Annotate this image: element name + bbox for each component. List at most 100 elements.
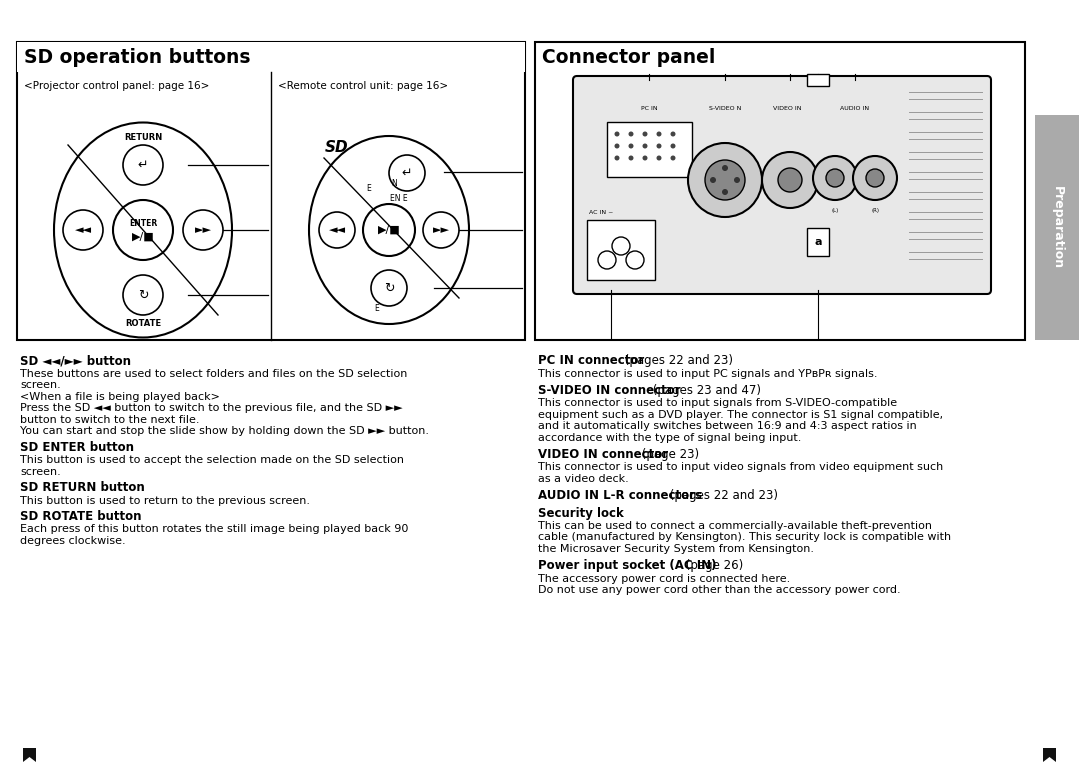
Text: Preparation: Preparation [1051,186,1064,269]
Circle shape [629,144,634,148]
Circle shape [813,156,858,200]
Bar [17,42,525,72]
Circle shape [63,210,103,250]
Text: ↻: ↻ [383,282,394,295]
Circle shape [671,155,675,161]
Text: VIDEO IN: VIDEO IN [773,106,801,110]
Text: E: E [366,184,372,193]
Text: AC IN ~: AC IN ~ [589,210,613,214]
Circle shape [363,204,415,256]
Text: You can start and stop the slide show by holding down the SD ►► button.: You can start and stop the slide show by… [21,426,429,436]
Circle shape [853,156,897,200]
Polygon shape [23,748,36,762]
Circle shape [671,144,675,148]
Text: PC IN connector: PC IN connector [538,354,645,367]
Text: This connector is used to input PC signals and YPʙPʀ signals.: This connector is used to input PC signa… [538,369,877,379]
Polygon shape [1043,748,1056,762]
Text: screen.: screen. [21,467,60,477]
Text: SD ◄◄/►► button: SD ◄◄/►► button [21,354,131,367]
Text: AUDIO IN L-R connectors: AUDIO IN L-R connectors [538,489,702,502]
Text: N: N [391,178,396,187]
Circle shape [826,169,843,187]
Text: Each press of this button rotates the still image being played back 90: Each press of this button rotates the st… [21,525,408,535]
Circle shape [389,155,426,191]
Text: (pages 22 and 23): (pages 22 and 23) [621,354,733,367]
Text: The accessory power cord is connected here.: The accessory power cord is connected he… [538,574,791,584]
Text: accordance with the type of signal being input.: accordance with the type of signal being… [538,432,801,442]
Text: PC IN: PC IN [640,106,658,110]
Text: the Microsaver Security System from Kensington.: the Microsaver Security System from Kens… [538,544,814,554]
Circle shape [688,143,762,217]
Text: SD operation buttons: SD operation buttons [24,47,251,67]
Circle shape [778,168,802,192]
Text: screen.: screen. [21,380,60,390]
Circle shape [671,132,675,136]
Text: equipment such as a DVD player. The connector is S1 signal compatible,: equipment such as a DVD player. The conn… [538,409,943,419]
Text: Connector panel: Connector panel [542,47,715,67]
Text: EN E: EN E [390,194,408,203]
Text: (R): (R) [870,207,879,213]
Circle shape [615,144,620,148]
Ellipse shape [54,122,232,337]
Circle shape [123,275,163,315]
Circle shape [183,210,222,250]
Text: ►►: ►► [194,225,212,235]
Circle shape [423,212,459,248]
Bar [807,228,829,256]
Text: ▶/■: ▶/■ [132,232,154,242]
Text: cable (manufactured by Kensington). This security lock is compatible with: cable (manufactured by Kensington). This… [538,532,951,542]
Text: Press the SD ◄◄ button to switch to the previous file, and the SD ►►: Press the SD ◄◄ button to switch to the … [21,403,403,413]
Text: ◄◄: ◄◄ [75,225,92,235]
Circle shape [762,152,818,208]
Bar [807,74,829,86]
Circle shape [657,144,661,148]
Circle shape [629,132,634,136]
Circle shape [657,155,661,161]
Circle shape [319,212,355,248]
Text: SD ENTER button: SD ENTER button [21,441,134,454]
Circle shape [612,237,630,255]
Text: ↻: ↻ [138,288,148,301]
Circle shape [598,251,616,269]
Text: a: a [814,237,822,247]
Text: This connector is used to input video signals from video equipment such: This connector is used to input video si… [538,462,943,472]
Circle shape [615,132,620,136]
Bar [607,122,692,177]
Text: RETURN: RETURN [124,132,162,142]
Text: ►►: ►► [432,225,449,235]
Text: ENTER: ENTER [129,219,157,227]
Text: AUDIO IN: AUDIO IN [840,106,869,110]
Circle shape [657,132,661,136]
Text: ◄◄: ◄◄ [328,225,346,235]
Circle shape [866,169,885,187]
Bar [1035,115,1079,340]
Text: This can be used to connect a commercially-available theft-prevention: This can be used to connect a commercial… [538,521,932,531]
Text: (page 23): (page 23) [638,448,699,461]
Text: SD RETURN button: SD RETURN button [21,481,145,494]
Circle shape [643,144,648,148]
Text: Power input socket (AC IN): Power input socket (AC IN) [538,559,716,572]
Text: S-VIDEO N: S-VIDEO N [708,106,741,110]
Text: degrees clockwise.: degrees clockwise. [21,536,125,546]
Circle shape [113,200,173,260]
Text: Do not use any power cord other than the accessory power cord.: Do not use any power cord other than the… [538,585,901,595]
Circle shape [615,155,620,161]
Circle shape [710,177,716,183]
Text: VIDEO IN connector: VIDEO IN connector [538,448,669,461]
Bar [535,42,1025,340]
Circle shape [705,160,745,200]
FancyBboxPatch shape [573,76,991,294]
Text: S-VIDEO IN connector: S-VIDEO IN connector [538,383,680,396]
Text: SD ROTATE button: SD ROTATE button [21,510,141,523]
Text: SD: SD [325,139,349,155]
Text: ↵: ↵ [138,158,148,171]
Circle shape [629,155,634,161]
Circle shape [643,155,648,161]
Text: These buttons are used to select folders and files on the SD selection: These buttons are used to select folders… [21,369,407,379]
Circle shape [626,251,644,269]
Text: as a video deck.: as a video deck. [538,474,629,483]
Text: This button is used to accept the selection made on the SD selection: This button is used to accept the select… [21,455,404,465]
Text: <When a file is being played back>: <When a file is being played back> [21,392,220,402]
Ellipse shape [309,136,469,324]
Bar [17,42,525,340]
